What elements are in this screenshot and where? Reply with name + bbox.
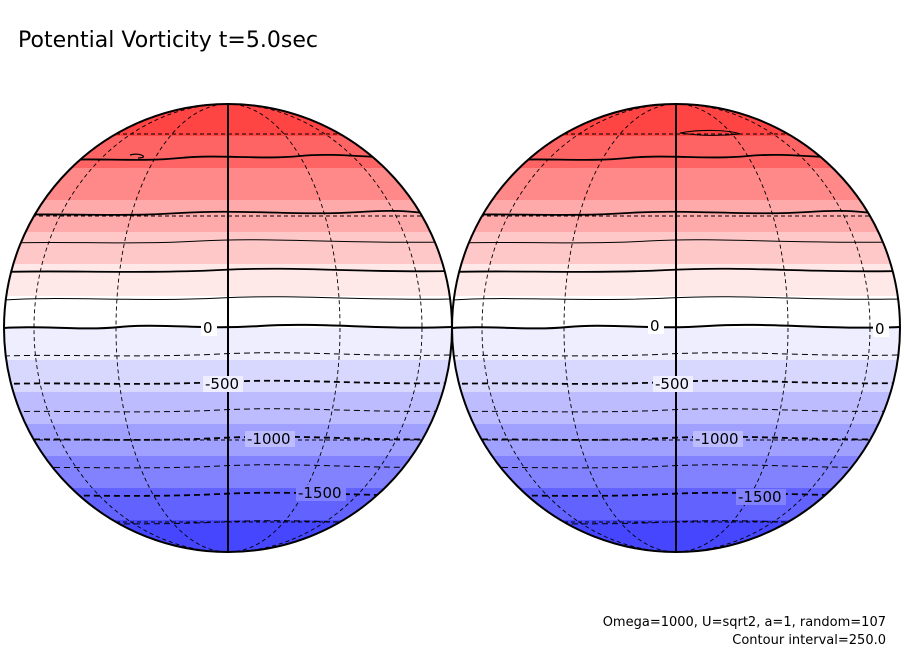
right-label-bg-500: [653, 376, 693, 392]
footer-interval: Contour interval=250.0: [732, 633, 886, 648]
right-globe-outline: [451, 103, 901, 553]
right-label-bg-0: [648, 318, 664, 334]
right-contour-label-1500: -1500: [738, 488, 782, 506]
plot-title: Potential Vorticity t=5.0sec: [18, 28, 318, 53]
left-contour-label-0: 0: [203, 319, 213, 337]
left-label-bg-1500: [296, 485, 346, 501]
right-contour-label-0: 0: [650, 317, 660, 335]
footer-params: Omega=1000, U=sqrt2, a=1, random=107: [603, 615, 886, 630]
left-globe: 0 -500 -1000 -1500: [3, 103, 453, 553]
left-label-bg-1000: [245, 431, 295, 447]
right-contour-label-1000: -1000: [695, 430, 739, 448]
left-contour-label-1500: -1500: [298, 484, 342, 502]
left-contour-label-500: -500: [205, 375, 239, 393]
right-contour-label-500: -500: [655, 375, 689, 393]
right-label-bg-1000: [693, 431, 743, 447]
right-globe: 0 0 -500 -1000 -1500: [451, 103, 901, 553]
left-label-bg-500: [203, 376, 243, 392]
right-edge-contour-label-0: 0: [875, 320, 885, 338]
right-label-bg-1500: [736, 489, 786, 505]
left-label-bg-0: [201, 320, 217, 336]
left-contour-label-1000: -1000: [247, 430, 291, 448]
right-edge-label-bg-0: [873, 321, 889, 337]
